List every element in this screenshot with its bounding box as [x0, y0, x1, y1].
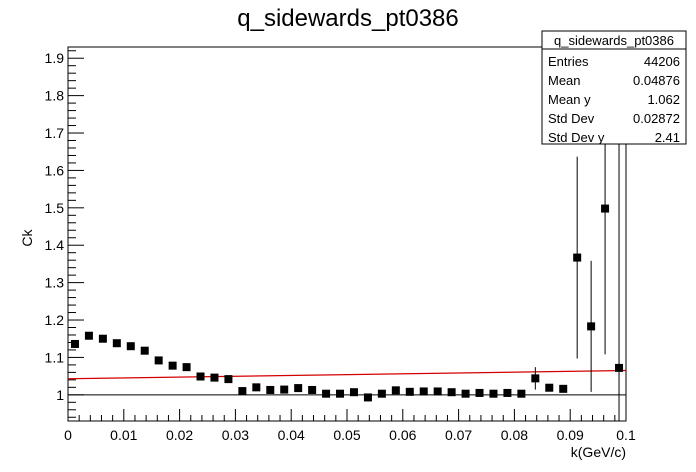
y-tick-label: 1.5 [45, 200, 65, 216]
data-point [112, 339, 121, 348]
x-tick-label: 0.03 [222, 427, 249, 443]
stats-box-frame [541, 30, 687, 145]
stats-row-label: Std Dev [548, 111, 595, 126]
data-point [601, 204, 610, 213]
stats-box-title: q_sidewards_pt0386 [554, 33, 674, 48]
stats-box: q_sidewards_pt0386 Entries 44206 Mean 0.0487… [541, 30, 687, 145]
data-point [140, 346, 149, 355]
x-tick-label: 0.07 [445, 427, 472, 443]
x-tick-label: 0.01 [110, 427, 137, 443]
y-tick-label: 1.9 [45, 50, 65, 66]
y-tick-label: 1.3 [45, 275, 65, 291]
y-tick-label: 1 [56, 387, 64, 403]
reference-lines [67, 369, 627, 396]
y-tick-label: 1.8 [45, 88, 65, 104]
data-point [238, 387, 247, 396]
data-point [475, 388, 484, 397]
x-tick-label: 0.1 [616, 427, 636, 443]
data-point [447, 388, 456, 397]
data-point [461, 389, 470, 398]
stats-row-label: Entries [548, 54, 589, 69]
data-point [266, 385, 275, 394]
data-point [154, 356, 163, 365]
data-point [517, 389, 526, 398]
data-point [252, 383, 261, 392]
stats-row-value: 2.41 [655, 130, 680, 145]
stats-row-label: Mean [548, 73, 581, 88]
data-point [363, 393, 372, 402]
data-point [308, 385, 317, 394]
x-tick-label: 0.05 [333, 427, 360, 443]
stats-row-value: 1.062 [647, 92, 680, 107]
stats-row-value: 44206 [644, 54, 680, 69]
y-axis-title: Ck [19, 228, 35, 246]
x-tick-label: 0.09 [557, 427, 584, 443]
data-point [126, 342, 135, 351]
x-tick-label: 0.02 [166, 427, 193, 443]
data-point [587, 322, 596, 331]
data-point [377, 389, 386, 398]
data-point [210, 373, 219, 382]
data-point [168, 361, 177, 370]
data-point [98, 334, 107, 343]
data-point [280, 385, 289, 394]
fit-line [67, 369, 627, 380]
data-point [224, 375, 233, 384]
data-point [405, 387, 414, 396]
y-tick-label: 1.2 [45, 312, 65, 328]
data-point [419, 387, 428, 396]
data-point [182, 363, 191, 372]
data-point [545, 383, 554, 392]
data-points [70, 62, 624, 421]
data-point [503, 388, 512, 397]
data-point [615, 363, 624, 372]
y-axis: 1 1.1 1.2 1.3 1.4 1.5 1.6 1.7 1.8 1.9 [45, 50, 84, 418]
stats-row-label: Std Dev y [548, 130, 605, 145]
data-point [391, 386, 400, 395]
y-tick-label: 1.7 [45, 125, 65, 141]
x-tick-label: 0.08 [501, 427, 528, 443]
y-tick-label: 1.6 [45, 162, 65, 178]
data-point [70, 339, 79, 348]
data-point [349, 388, 358, 397]
stats-row-label: Mean y [548, 92, 591, 107]
x-tick-label: 0 [64, 427, 72, 443]
data-point [433, 387, 442, 396]
data-point [322, 389, 331, 398]
data-point [531, 374, 540, 383]
y-tick-label: 1.4 [45, 237, 65, 253]
chart-title: q_sidewards_pt0386 [237, 5, 459, 32]
data-point [573, 253, 582, 262]
data-point [294, 384, 303, 393]
x-axis-title: k(GeV/c) [571, 444, 626, 460]
data-point [84, 331, 93, 340]
data-point [196, 372, 205, 381]
stats-row-value: 0.02872 [633, 111, 680, 126]
stats-row-value: 0.04876 [633, 73, 680, 88]
data-point [336, 389, 345, 398]
x-tick-label: 0.06 [389, 427, 416, 443]
x-tick-label: 0.04 [278, 427, 305, 443]
y-tick-label: 1.1 [45, 349, 65, 365]
x-axis: 0 0.01 0.02 0.03 0.04 0.05 0.06 0.07 0.08 0.09 0.1 [64, 409, 636, 443]
data-point [559, 384, 568, 393]
data-point [489, 389, 498, 398]
